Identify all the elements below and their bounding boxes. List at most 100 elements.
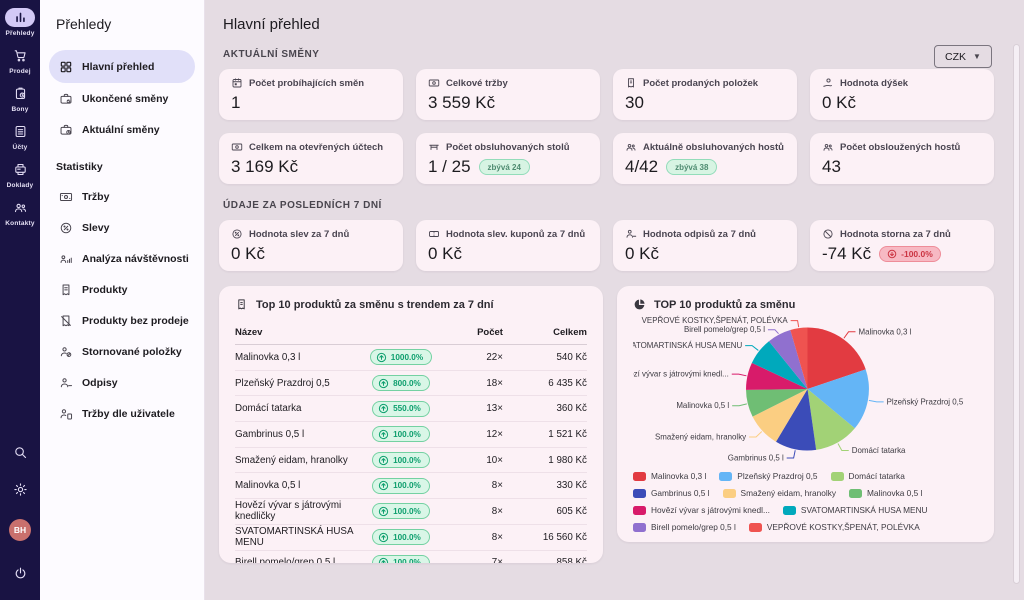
arrow-up-circle-icon	[378, 532, 389, 542]
pie-label: Smažený eidam, hranolky	[655, 432, 746, 441]
pie-label: Malinovka 0,5 l	[676, 401, 729, 410]
receipt-printer-icon	[5, 160, 35, 179]
sidebar-item-label: Hlavní přehled	[82, 60, 155, 73]
card-pocet-obslouzenych-hostu: Počet obsloužených hostů 43	[810, 133, 994, 184]
product-name: Hovězí vývar s játrovými knedličky	[235, 500, 342, 523]
receipt-icon	[238, 299, 245, 310]
sidebar-item-label: Ukončené směny	[82, 92, 169, 105]
sidebar-item-slevy[interactable]: Slevy	[49, 212, 195, 243]
pie-label-line	[843, 331, 856, 339]
pie-label-line	[749, 431, 763, 438]
sidebar-title: Přehledy	[56, 16, 112, 32]
remaining-badge: zbývá 24	[478, 159, 530, 175]
stat-label-text: Hodnota dýšek	[840, 77, 909, 89]
sidebar-item-ukoncene-smeny[interactable]: Ukončené směny	[49, 83, 195, 114]
trend-up-badge: 100.0%	[372, 554, 430, 563]
rail-item-kontakty[interactable]: Kontakty	[5, 198, 35, 227]
pie-slice	[790, 327, 808, 389]
sidebar-item-trzby[interactable]: Tržby	[49, 181, 195, 212]
stat-value: 0 Kč	[231, 244, 266, 263]
rail-item-prehledy[interactable]: Přehledy	[5, 8, 35, 37]
receipt-icon	[62, 284, 70, 295]
table-row: Malinovka 0,3 l 1000.0% 22× 540 Kč	[235, 345, 587, 371]
pie-legend: Malinovka 0,3 l Plzeňský Prazdroj 0,5 Domá…	[632, 471, 978, 532]
banknote-icon	[428, 79, 440, 87]
rail-label: Účty	[12, 144, 28, 151]
card-hodnota-storna: Hodnota storna za 7 dnů -74 Kč -100.0%	[810, 220, 994, 271]
stat-value: 43	[822, 157, 841, 176]
legend-item: Smažený eidam, hranolky	[722, 488, 836, 498]
pie-slice	[807, 327, 866, 389]
pie-label: VEPŘOVÉ KOSTKY,ŠPENÁT, POLÉVKA	[642, 316, 789, 325]
legend-item: Hovězí vývar s játrovými knedl...	[632, 505, 770, 515]
product-total: 6 435 Kč	[548, 377, 587, 389]
people-icon	[626, 144, 636, 151]
arrow-up-circle-icon	[378, 429, 389, 440]
stat-label-text: Hodnota slev. kuponů za 7 dnů	[446, 228, 586, 240]
sidebar-item-odpisy[interactable]: Odpisy	[49, 367, 195, 398]
pie-label: Plzeňský Prazdroj 0,5	[887, 397, 964, 406]
product-name: Gambrinus 0,5 l	[235, 428, 305, 440]
section-current-shifts: AKTUÁLNÍ SMĚNY	[223, 49, 320, 60]
sidebar-item-hlavni-prehled[interactable]: Hlavní přehled	[49, 50, 195, 83]
trend-up-badge: 550.0%	[372, 400, 430, 417]
rail-bottom: BH	[9, 445, 31, 590]
rail-label: Bony	[11, 106, 29, 113]
people-icon	[823, 144, 833, 151]
sidebar-item-stornovane-polozky[interactable]: Stornované položky	[49, 336, 195, 367]
icon-rail: Přehledy Prodej Bony Účty Doklady	[0, 0, 40, 600]
section-last7days: ÚDAJE ZA POSLEDNÍCH 7 DNÍ	[223, 200, 382, 211]
people-icon	[5, 198, 35, 217]
rail-label: Doklady	[6, 182, 34, 189]
sidebar-item-analyza-navstevnosti[interactable]: Analýza návštěvnosti	[49, 243, 195, 274]
arrow-up-circle-icon	[378, 378, 389, 388]
trend-up-badge: 1000.0%	[369, 349, 433, 366]
arrow-up-circle-icon	[376, 352, 386, 362]
card-celkem-na-otevrenych-uctech: Celkem na otevřených účtech 3 169 Kč	[219, 133, 403, 184]
product-name: Malinovka 0,3 l	[235, 351, 301, 363]
stat-cards-row-1: Počet probíhajících směn 1 Celkové tržby…	[219, 69, 994, 120]
rail-item-prodej[interactable]: Prodej	[5, 46, 35, 75]
pie-label-line	[837, 443, 849, 451]
product-name: Domácí tatarka	[235, 403, 302, 415]
pie-label: Malinovka 0,3 l	[858, 327, 911, 336]
page-title: Hlavní přehled	[223, 16, 320, 33]
sidebar-item-label: Stornované položky	[82, 345, 182, 358]
col-celkem: Celkem	[553, 326, 587, 338]
product-count: 7×	[491, 557, 503, 563]
stat-label-text: Počet probíhajících směn	[249, 77, 365, 89]
card-hodnota-slev-kuponu: Hodnota slev. kuponů za 7 dnů 0 Kč	[416, 220, 600, 271]
sidebar-item-label: Analýza návštěvnosti	[82, 252, 189, 265]
legend-swatch	[632, 488, 646, 498]
product-total: 16 560 Kč	[542, 531, 587, 543]
arrow-up-circle-icon	[378, 558, 389, 563]
search-icon[interactable]	[13, 445, 28, 465]
rail-item-doklady[interactable]: Doklady	[5, 160, 35, 189]
sidebar-item-trzby-dle-uzivatele[interactable]: Tržby dle uživatele	[49, 398, 195, 429]
table-row: Domácí tatarka 550.0% 13× 360 Kč	[235, 396, 587, 423]
arrow-up-circle-icon	[378, 404, 389, 414]
rail-item-ucty[interactable]: Účty	[5, 122, 35, 151]
chevron-down-icon: ▼	[973, 52, 981, 61]
sidebar-item-aktualni-smeny[interactable]: Aktuální směny	[49, 114, 195, 145]
table-row: Smažený eidam, hranolky 100.0% 10× 1 980 Kč	[235, 448, 587, 474]
stat-value: 0 Kč	[625, 244, 660, 263]
avatar[interactable]: BH	[9, 519, 31, 541]
vertical-scrollbar[interactable]	[1013, 44, 1020, 584]
badge-text: -100.0%	[901, 249, 933, 259]
product-count: 8×	[491, 531, 503, 543]
trend-up-badge: 100.0%	[372, 503, 430, 520]
sidebar-item-produkty-bez-prodeje[interactable]: Produkty bez prodeje	[49, 305, 195, 336]
sidebar-item-label: Produkty	[82, 283, 128, 296]
gear-icon[interactable]	[13, 482, 28, 502]
person-card-icon	[60, 408, 73, 419]
trend-up-badge: 800.0%	[372, 375, 430, 392]
power-icon[interactable]	[13, 566, 28, 586]
rail-item-bony[interactable]: Bony	[5, 84, 35, 113]
sidebar-item-produkty[interactable]: Produkty	[49, 274, 195, 305]
card-hodnota-slev: Hodnota slev za 7 dnů 0 Kč	[219, 220, 403, 271]
stat-value: 3 169 Kč	[231, 157, 299, 176]
product-total: 858 Kč	[556, 557, 587, 563]
person-minus-icon	[60, 377, 73, 387]
currency-select[interactable]: CZK ▼	[934, 45, 992, 68]
